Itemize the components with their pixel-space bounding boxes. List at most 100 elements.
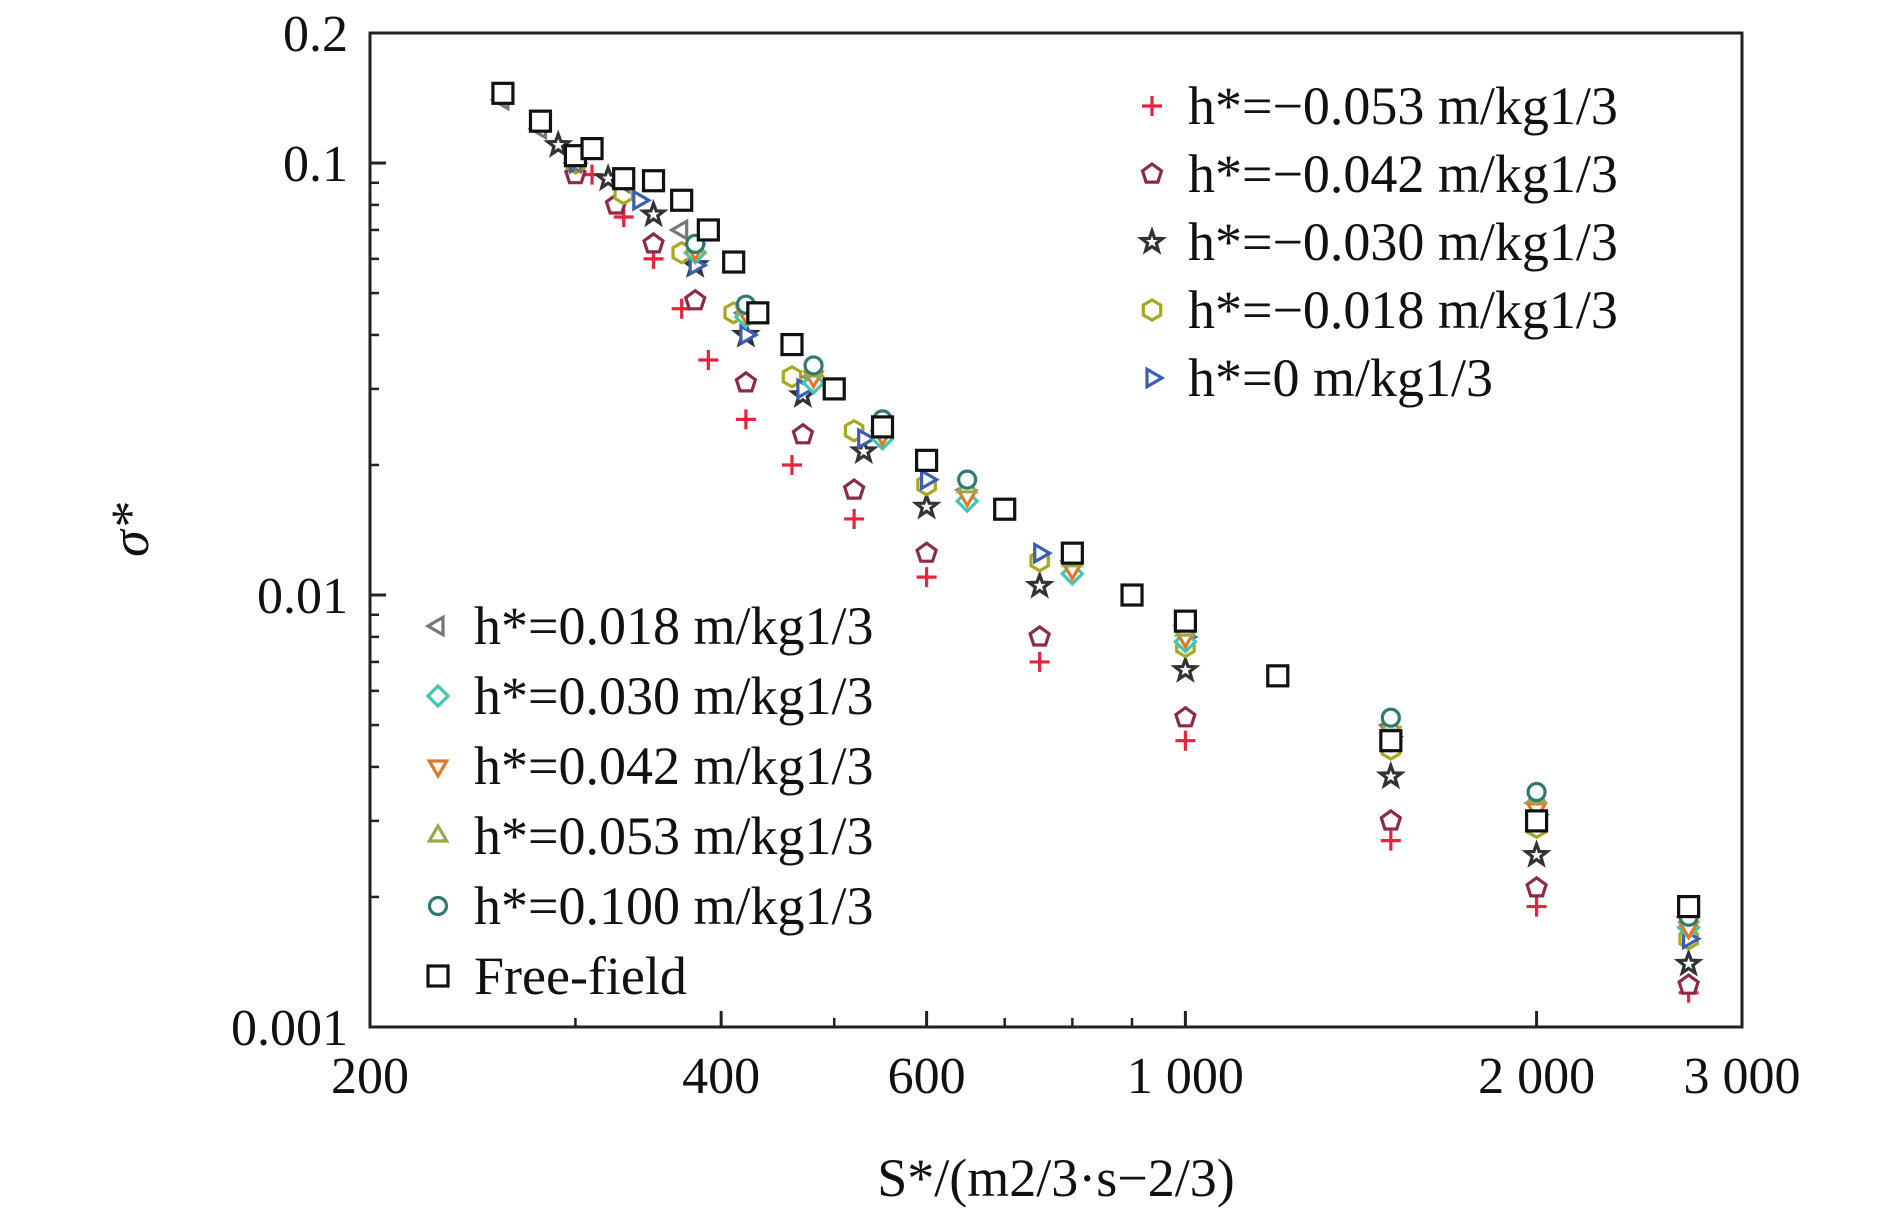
legend-entry: h*=−0.030 m/kg1/3 (1136, 212, 1618, 272)
data-point (822, 377, 846, 401)
data-point (1379, 729, 1403, 753)
legend-label: h*=−0.042 m/kg1/3 (1188, 144, 1618, 204)
data-point (844, 508, 865, 529)
data-point (735, 409, 756, 430)
legend-entry: h*=−0.042 m/kg1/3 (1140, 144, 1618, 204)
data-point (1024, 570, 1055, 599)
data-point (916, 567, 937, 588)
legend-marker (425, 683, 451, 709)
legend-entry: h*=0.018 m/kg1/3 (424, 596, 873, 656)
legend-marker (426, 964, 450, 988)
data-point (791, 422, 815, 445)
x-tick-label: 400 (682, 1048, 760, 1105)
legend-label: h*=−0.018 m/kg1/3 (1188, 280, 1618, 340)
data-point (993, 497, 1017, 521)
legend-entry: Free-field (426, 946, 687, 1006)
data-point (781, 454, 802, 475)
x-tick-label: 1 000 (1127, 1048, 1244, 1105)
data-point (1525, 875, 1548, 898)
data-point (780, 332, 804, 357)
data-point (1120, 583, 1144, 607)
y-axis-title: σ* (100, 503, 160, 557)
legend-entry: h*=0.030 m/kg1/3 (425, 666, 873, 726)
data-point (1524, 809, 1549, 833)
legend-label: h*=0 m/kg1/3 (1188, 348, 1493, 408)
data-point (1175, 730, 1196, 751)
data-point (670, 188, 694, 212)
data-point (803, 355, 824, 376)
data-point (580, 137, 604, 161)
data-point (722, 250, 746, 274)
legend-marker (426, 822, 450, 843)
data-point (491, 81, 515, 105)
data-point (915, 541, 938, 563)
legend-entry: h*=0.042 m/kg1/3 (426, 736, 873, 796)
legend-marker (427, 895, 449, 917)
data-point (528, 109, 553, 133)
legend-label: h*=0.100 m/kg1/3 (474, 876, 873, 936)
legend-marker (424, 614, 445, 638)
x-axis-title: S*/(m2/3·s−2/3) (877, 1148, 1234, 1208)
data-point (919, 468, 940, 492)
data-point (696, 218, 720, 242)
legend-entry: h*=0.053 m/kg1/3 (426, 806, 873, 866)
data-point (857, 427, 877, 451)
data-point (1033, 541, 1053, 565)
data-point (1379, 808, 1403, 831)
legend-entry: h*=−0.018 m/kg1/3 (1141, 280, 1618, 340)
data-point (870, 415, 895, 439)
data-point (638, 198, 669, 228)
x-tick-label: 3 000 (1684, 1048, 1801, 1105)
legend-marker (1136, 226, 1168, 255)
data-point (1375, 760, 1406, 790)
plot-frame (368, 31, 1744, 1029)
data-point (1673, 948, 1704, 977)
data-point (911, 490, 942, 520)
x-tick-label: 200 (331, 1048, 409, 1105)
data-point (1029, 651, 1050, 672)
legend-entry: h*=0 m/kg1/3 (1145, 348, 1493, 408)
data-point (698, 349, 719, 370)
legend-label: h*=0.053 m/kg1/3 (474, 806, 873, 866)
data-point (1028, 624, 1052, 647)
data-point (746, 301, 770, 325)
data-point (1266, 664, 1290, 688)
y-tick-label: 0.2 (283, 6, 348, 63)
data-point (781, 364, 803, 389)
legend-entry: h*=−0.053 m/kg1/3 (1142, 76, 1618, 136)
legend-label: h*=0.018 m/kg1/3 (474, 596, 873, 656)
legend-marker (1145, 366, 1166, 390)
x-tick-label: 2 000 (1478, 1048, 1595, 1105)
y-tick-label: 0.1 (283, 136, 348, 193)
data-point (1677, 894, 1701, 919)
data-point (734, 370, 758, 393)
data-point (1174, 705, 1197, 728)
legend-label: h*=−0.053 m/kg1/3 (1188, 76, 1618, 136)
data-point (668, 218, 689, 242)
legend-bottom-left: h*=0.018 m/kg1/3 h*=0.030 m/kg1/3 h*=0.042… (424, 596, 873, 1006)
legend-label: h*=0.042 m/kg1/3 (474, 736, 873, 796)
legend-marker (1141, 298, 1163, 322)
data-point (957, 469, 978, 490)
legend-marker (426, 759, 450, 780)
legend-label: h*=−0.030 m/kg1/3 (1188, 212, 1618, 272)
chart-axes: 200 400 600 1 000 2 000 3 000 0.001 0.01 0.1 0.2 (231, 6, 1801, 1105)
x-tick-label: 600 (888, 1048, 966, 1105)
series-10 (491, 81, 1701, 919)
legend-label: Free-field (474, 946, 687, 1006)
data-point (739, 323, 760, 347)
data-point (642, 231, 665, 254)
legend-label: h*=0.030 m/kg1/3 (474, 666, 873, 726)
data-point (1526, 781, 1547, 803)
data-point (1060, 541, 1084, 565)
data-point (1380, 830, 1401, 851)
y-tick-label: 0.001 (231, 1000, 348, 1057)
data-point (1677, 973, 1700, 995)
data-point (612, 167, 636, 191)
data-point (1173, 609, 1198, 633)
chart-marks (489, 81, 1704, 1003)
data-point (848, 435, 879, 465)
data-point (543, 129, 574, 158)
data-point (914, 448, 939, 472)
